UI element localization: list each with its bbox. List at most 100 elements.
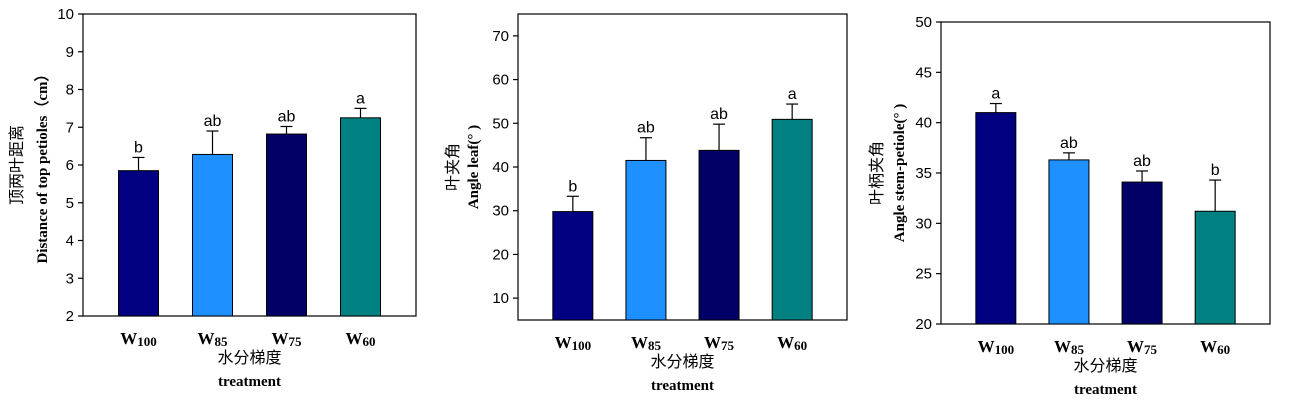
y-tick-label: 4 xyxy=(66,233,74,250)
significance-label: ab xyxy=(204,113,222,130)
x-category-subscript: 100 xyxy=(995,342,1015,357)
bar xyxy=(975,112,1017,325)
x-category-subscript: 60 xyxy=(363,334,376,349)
y-axis-title-cn: 顶两叶距离 xyxy=(7,125,26,205)
bar xyxy=(1194,210,1236,325)
x-category-label: W75 xyxy=(272,329,303,349)
x-category-label: W60 xyxy=(1200,337,1230,357)
bar xyxy=(1121,181,1163,325)
bar xyxy=(266,133,307,317)
bar xyxy=(625,159,667,321)
x-axis-title-en: treatment xyxy=(1074,382,1137,398)
bar xyxy=(192,153,233,317)
x-category-label: W100 xyxy=(978,337,1015,357)
x-category-subscript: 75 xyxy=(721,338,735,353)
x-category-main: W xyxy=(1200,337,1217,356)
x-category-main: W xyxy=(631,333,648,352)
chart-panel-3: 20253035404550aW100abW85abW75bW60水分梯度tre… xyxy=(867,14,1271,398)
y-tick-label: 50 xyxy=(492,115,509,132)
y-tick-label: 40 xyxy=(492,159,509,176)
x-category-subscript: 85 xyxy=(215,334,229,349)
bar xyxy=(340,117,381,317)
x-category-main: W xyxy=(704,333,721,352)
y-axis-title-cn: 叶夹角 xyxy=(443,143,462,191)
y-tick-label: 25 xyxy=(915,266,932,283)
significance-label: ab xyxy=(278,108,296,125)
x-axis-title-cn: 水分梯度 xyxy=(650,352,714,371)
y-tick-label: 70 xyxy=(492,28,509,45)
y-tick-label: 45 xyxy=(915,64,932,81)
significance-label: b xyxy=(568,178,577,195)
y-tick-label: 35 xyxy=(915,165,932,182)
significance-label: a xyxy=(991,86,1000,103)
x-category-subscript: 100 xyxy=(137,334,157,349)
x-category-label: W75 xyxy=(704,333,735,353)
y-tick-label: 30 xyxy=(492,203,509,220)
x-category-main: W xyxy=(272,329,289,348)
y-axis-title-en: Angle leaf(° ) xyxy=(466,125,482,209)
x-category-label: W100 xyxy=(120,329,157,349)
y-tick-label: 2 xyxy=(66,308,74,325)
x-category-main: W xyxy=(777,333,794,352)
x-category-subscript: 100 xyxy=(572,338,592,353)
bar xyxy=(771,118,813,321)
chart-panel-2: 10203040506070bW100abW85abW75aW60水分梯度tre… xyxy=(443,13,848,394)
x-category-main: W xyxy=(346,329,363,348)
y-axis-title-en: Distance of top petioles（cm） xyxy=(33,66,51,263)
significance-label: ab xyxy=(1133,153,1151,170)
significance-label: b xyxy=(134,139,143,156)
x-category-label: W60 xyxy=(777,333,807,353)
y-tick-label: 40 xyxy=(915,115,932,132)
x-category-main: W xyxy=(555,333,572,352)
y-tick-label: 7 xyxy=(66,119,74,136)
x-category-label: W85 xyxy=(198,329,229,349)
bar xyxy=(698,149,740,321)
x-category-main: W xyxy=(120,329,137,348)
significance-label: a xyxy=(788,86,797,103)
chart-panel-1: 2345678910bW100abW85abW75aW60水分梯度treatme… xyxy=(7,6,417,390)
y-tick-label: 10 xyxy=(492,290,509,307)
y-axis-title-cn: 叶柄夹角 xyxy=(867,141,886,205)
y-tick-label: 5 xyxy=(66,195,74,212)
x-category-subscript: 85 xyxy=(1071,342,1085,357)
x-axis-title-cn: 水分梯度 xyxy=(1073,356,1137,375)
significance-label: b xyxy=(1211,162,1220,179)
y-tick-label: 10 xyxy=(57,6,74,23)
x-category-label: W60 xyxy=(346,329,376,349)
x-category-subscript: 85 xyxy=(648,338,662,353)
y-tick-label: 9 xyxy=(66,44,74,61)
significance-label: ab xyxy=(710,106,728,123)
y-tick-label: 8 xyxy=(66,82,74,99)
x-axis-title-en: treatment xyxy=(218,374,281,390)
x-category-main: W xyxy=(198,329,215,348)
x-category-subscript: 75 xyxy=(289,334,303,349)
y-tick-label: 3 xyxy=(66,270,74,287)
y-tick-label: 50 xyxy=(915,14,932,31)
x-category-main: W xyxy=(1127,337,1144,356)
y-tick-label: 20 xyxy=(492,246,509,263)
bar xyxy=(118,170,159,317)
y-tick-label: 60 xyxy=(492,72,509,89)
significance-label: a xyxy=(356,90,365,107)
bar xyxy=(1048,159,1090,325)
y-tick-label: 20 xyxy=(915,316,932,333)
y-tick-label: 30 xyxy=(915,215,932,232)
x-axis-title-cn: 水分梯度 xyxy=(217,348,281,367)
y-tick-label: 6 xyxy=(66,157,74,174)
x-category-subscript: 60 xyxy=(1217,342,1230,357)
x-category-main: W xyxy=(978,337,995,356)
significance-label: ab xyxy=(637,120,655,137)
y-axis-title-en: Angle stem-petiole(° ) xyxy=(892,104,908,242)
bar xyxy=(552,211,594,321)
x-axis-title-en: treatment xyxy=(651,378,714,394)
x-category-label: W85 xyxy=(1054,337,1085,357)
significance-label: ab xyxy=(1060,135,1078,152)
x-category-main: W xyxy=(1054,337,1071,356)
x-category-label: W75 xyxy=(1127,337,1158,357)
x-category-subscript: 75 xyxy=(1144,342,1158,357)
x-category-label: W85 xyxy=(631,333,662,353)
x-category-subscript: 60 xyxy=(794,338,807,353)
x-category-label: W100 xyxy=(555,333,592,353)
